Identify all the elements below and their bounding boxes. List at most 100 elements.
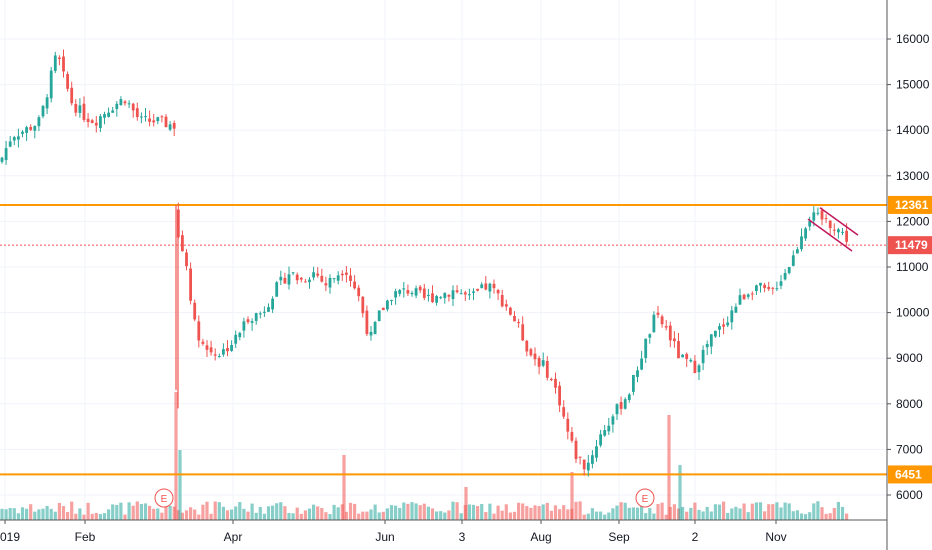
volume-bar (209, 513, 213, 520)
candle-body (29, 126, 33, 130)
volume-bar (681, 506, 685, 520)
volume-bar (205, 501, 209, 520)
volume-bar (328, 514, 332, 520)
volume-bar (49, 508, 53, 520)
volume-bar (455, 502, 459, 520)
volume-bar (553, 505, 558, 520)
volume-bar (623, 502, 627, 520)
candle-body (791, 255, 795, 266)
volume-bar (78, 508, 82, 520)
volume-bar (615, 505, 619, 520)
y-tick-label: 7000 (896, 442, 923, 456)
candle-body (513, 315, 516, 322)
volume-bar (619, 502, 623, 520)
volume-bar (791, 511, 795, 520)
volume-bar (541, 504, 545, 520)
candle-body (582, 459, 586, 470)
volume-bar (123, 514, 127, 520)
volume-bar (348, 502, 353, 520)
candle-body (386, 300, 389, 310)
x-tick-label: 3 (459, 530, 466, 544)
price-badge-label: 11479 (895, 238, 928, 252)
volume-bar (488, 503, 492, 520)
volume-bar (377, 512, 381, 520)
volume-bar (586, 513, 590, 520)
y-tick-label: 15000 (896, 78, 930, 92)
candle-body (263, 311, 266, 313)
candle-body (447, 294, 451, 297)
volume-bar (184, 510, 189, 520)
candle-body (644, 338, 648, 359)
candle-body (66, 74, 69, 89)
candle-body (127, 103, 131, 105)
volume-bar (656, 503, 660, 520)
candle-body (25, 127, 28, 133)
candle-body (537, 357, 541, 367)
volume-bar (8, 508, 12, 520)
candle-body (808, 221, 812, 227)
earnings-event-icon[interactable] (154, 488, 174, 508)
candle-body (463, 292, 467, 295)
volume-bar (20, 507, 25, 520)
candle-body (406, 290, 410, 294)
volume-bar (37, 509, 41, 520)
candle-body (767, 286, 771, 290)
candle-body (381, 307, 385, 311)
volume-bar (763, 511, 767, 520)
candle-body (828, 220, 832, 229)
volume-bar (373, 504, 377, 520)
candle-body (488, 283, 492, 292)
candle-body (816, 212, 820, 214)
candle-body (779, 281, 783, 286)
volume-bar (258, 507, 262, 520)
price-badge-11479 (888, 236, 932, 255)
x-tick-label: Aug (530, 530, 551, 544)
candle-body (709, 334, 713, 347)
volume-bar (693, 502, 697, 520)
volume-bar (160, 512, 164, 520)
earnings-event-icon[interactable] (635, 488, 655, 508)
volume-bar (135, 501, 139, 520)
candle-body (181, 235, 184, 252)
volume-bar (357, 513, 361, 520)
volume-bar (98, 514, 102, 520)
volume-bar (213, 501, 217, 520)
candle-body (443, 293, 447, 299)
volume-bar (799, 513, 804, 520)
candle-body (0, 157, 4, 162)
candle-body (783, 272, 787, 280)
candle-body (845, 230, 848, 242)
volume-bar (812, 503, 816, 520)
candle-body (33, 125, 37, 131)
volume-bar (402, 502, 406, 520)
x-tick-label: Jun (375, 530, 394, 544)
candle-body (62, 56, 65, 72)
candle-body (222, 349, 225, 355)
candle-body (796, 249, 799, 254)
volume-bar (783, 502, 787, 520)
price-badge-12361 (888, 195, 932, 214)
volume-bar (365, 511, 369, 520)
candle-body (49, 70, 53, 99)
volume-bar (316, 506, 320, 520)
candle-body (357, 287, 361, 297)
candle-body (521, 324, 525, 341)
candle-body (673, 338, 676, 342)
candle-body (414, 288, 418, 296)
candle-body (541, 360, 545, 366)
price-badges: 12361 6451 11479 (888, 195, 932, 484)
price-badge-label: 6451 (895, 467, 922, 481)
volume-bar (664, 514, 668, 520)
volume-bar (250, 503, 254, 520)
candle-body (201, 341, 205, 344)
volume-bar (266, 506, 271, 520)
volume-bar (443, 512, 447, 520)
candle-body (197, 321, 201, 341)
channel-upper (819, 207, 859, 236)
candle-body (718, 326, 721, 330)
volume-bar (529, 507, 533, 520)
volume-bar (508, 512, 512, 520)
volume-bar (66, 511, 70, 520)
volume-bar (127, 502, 131, 520)
